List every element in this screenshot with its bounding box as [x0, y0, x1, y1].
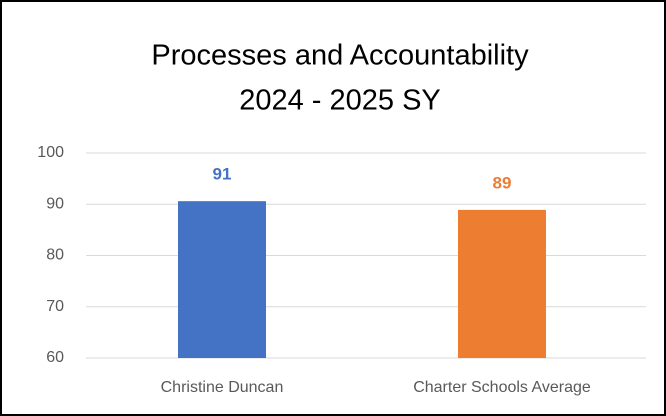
y-tick-label: 90 [46, 195, 64, 212]
y-tick-label: 70 [46, 298, 64, 315]
value-label: 91 [213, 165, 232, 184]
bar [458, 209, 546, 358]
value-label: 89 [493, 173, 512, 192]
y-tick-label: 100 [37, 144, 64, 161]
x-tick-label: Charter Schools Average [413, 379, 591, 396]
chart-title: 2024 - 2025 SY [239, 85, 441, 117]
chart-title: Processes and Accountability [151, 40, 529, 72]
y-tick-label: 60 [46, 349, 64, 366]
bar [178, 201, 266, 358]
x-tick-label: Christine Duncan [161, 379, 284, 396]
y-tick-label: 80 [46, 247, 64, 264]
